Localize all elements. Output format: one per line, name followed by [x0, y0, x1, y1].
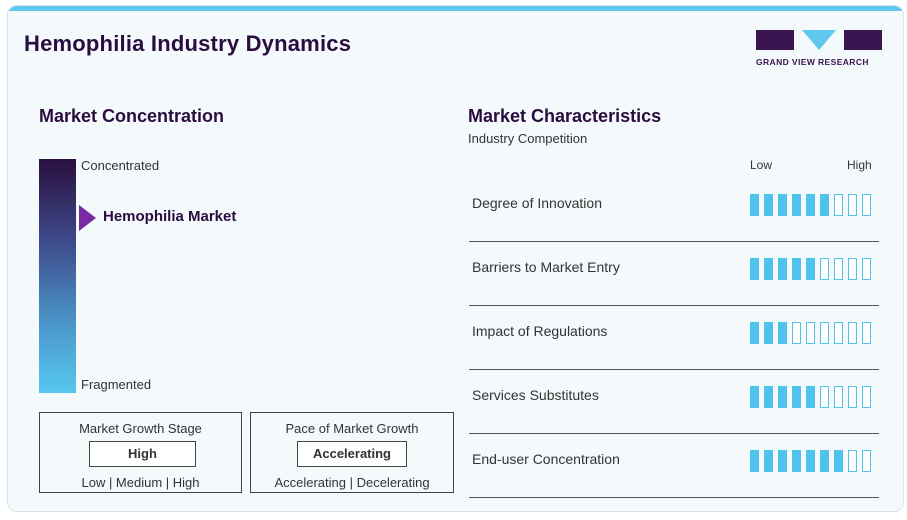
level-segment-empty [834, 322, 843, 344]
pace-title: Pace of Market Growth [285, 421, 419, 436]
top-accent-bar [8, 6, 903, 11]
level-segment-filled [820, 194, 829, 216]
level-segment-empty [834, 386, 843, 408]
level-segment-filled [792, 194, 801, 216]
page-title: Hemophilia Industry Dynamics [24, 31, 352, 56]
level-segment-empty [848, 194, 857, 216]
level-segment-filled [764, 386, 773, 408]
concentration-heading: Market Concentration [39, 106, 225, 126]
level-segment-filled [792, 258, 801, 280]
level-segment-empty [820, 258, 829, 280]
level-segment-filled [778, 386, 787, 408]
logo-mark-right [844, 30, 882, 50]
level-segment-filled [792, 386, 801, 408]
characteristics-heading: Market Characteristics [468, 106, 662, 126]
level-segment-empty [848, 322, 857, 344]
row-divider [469, 369, 879, 370]
level-segment-empty [848, 450, 857, 472]
row-divider [469, 241, 879, 242]
pace-value: Accelerating [297, 441, 407, 467]
logo-mark-center [800, 30, 838, 50]
scale-low-label: Low [750, 158, 773, 172]
level-segment-empty [862, 450, 871, 472]
characteristic-row: Degree of Innovation [469, 178, 879, 242]
level-segment-filled [764, 322, 773, 344]
row-divider [469, 305, 879, 306]
characteristic-row: End-user Concentration [469, 434, 879, 498]
level-segment-filled [750, 322, 759, 344]
logo-mark-left [756, 30, 794, 50]
level-segment-filled [764, 194, 773, 216]
level-segment-empty [820, 322, 829, 344]
characteristic-row: Services Substitutes [469, 370, 879, 434]
growth-stage-scale: Low | Medium | High [81, 475, 200, 490]
dynamics-card: Hemophilia Industry Dynamics GRAND VIEW … [7, 5, 904, 512]
level-segment-empty [792, 322, 801, 344]
level-segment-filled [750, 258, 759, 280]
level-segment-empty [862, 322, 871, 344]
level-segment-filled [764, 450, 773, 472]
concentration-gradient-bar [39, 159, 76, 393]
row-divider [469, 433, 879, 434]
row-divider [469, 497, 879, 498]
growth-stage-value: High [89, 441, 196, 467]
level-segment-empty [862, 194, 871, 216]
level-meter [750, 322, 871, 344]
level-meter [750, 450, 871, 472]
level-segment-filled [750, 450, 759, 472]
characteristic-label: Services Substitutes [472, 387, 599, 403]
level-segment-empty [848, 258, 857, 280]
market-marker-icon [79, 205, 96, 231]
level-segment-empty [862, 258, 871, 280]
characteristic-label: Barriers to Market Entry [472, 259, 620, 275]
growth-stage-box: Market Growth Stage High Low | Medium | … [39, 412, 242, 493]
level-segment-filled [806, 258, 815, 280]
logo-text: GRAND VIEW RESEARCH [756, 57, 869, 67]
market-position-label: Hemophilia Market [103, 208, 237, 225]
level-segment-filled [750, 386, 759, 408]
level-segment-filled [778, 258, 787, 280]
characteristic-label: Degree of Innovation [472, 195, 602, 211]
level-segment-filled [778, 322, 787, 344]
brand-logo: GRAND VIEW RESEARCH [756, 30, 884, 74]
level-meter [750, 194, 871, 216]
level-segment-empty [806, 322, 815, 344]
level-segment-filled [806, 194, 815, 216]
level-segment-filled [806, 450, 815, 472]
characteristic-label: End-user Concentration [472, 451, 620, 467]
concentrated-label: Concentrated [81, 158, 160, 173]
scale-high-label: High [847, 158, 872, 172]
level-meter [750, 386, 871, 408]
growth-stage-title: Market Growth Stage [79, 421, 202, 436]
characteristic-row: Impact of Regulations [469, 306, 879, 370]
level-segment-filled [820, 450, 829, 472]
characteristic-row: Barriers to Market Entry [469, 242, 879, 306]
level-segment-filled [806, 386, 815, 408]
pace-scale: Accelerating | Decelerating [274, 475, 430, 490]
level-segment-filled [750, 194, 759, 216]
level-segment-filled [834, 450, 843, 472]
characteristics-subheading: Industry Competition [468, 131, 588, 146]
fragmented-label: Fragmented [81, 377, 152, 392]
level-meter [750, 258, 871, 280]
level-segment-filled [778, 194, 787, 216]
level-segment-empty [862, 386, 871, 408]
level-segment-filled [792, 450, 801, 472]
level-segment-empty [820, 386, 829, 408]
level-segment-empty [834, 194, 843, 216]
level-segment-filled [778, 450, 787, 472]
level-segment-filled [764, 258, 773, 280]
level-segment-empty [834, 258, 843, 280]
level-segment-empty [848, 386, 857, 408]
characteristic-label: Impact of Regulations [472, 323, 608, 339]
pace-box: Pace of Market Growth Accelerating Accel… [250, 412, 454, 493]
